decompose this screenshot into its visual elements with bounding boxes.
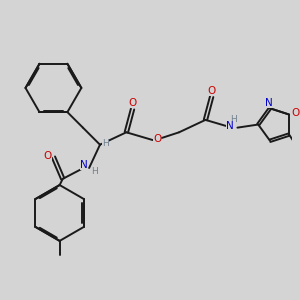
Text: H: H bbox=[91, 167, 98, 176]
Text: H: H bbox=[102, 139, 109, 148]
Text: H: H bbox=[230, 116, 237, 124]
Text: N: N bbox=[80, 160, 87, 170]
Text: O: O bbox=[292, 108, 300, 118]
Text: O: O bbox=[208, 86, 216, 96]
Text: N: N bbox=[265, 98, 272, 108]
Text: O: O bbox=[153, 134, 161, 143]
Text: O: O bbox=[128, 98, 137, 108]
Text: O: O bbox=[44, 151, 52, 160]
Text: N: N bbox=[226, 121, 234, 131]
